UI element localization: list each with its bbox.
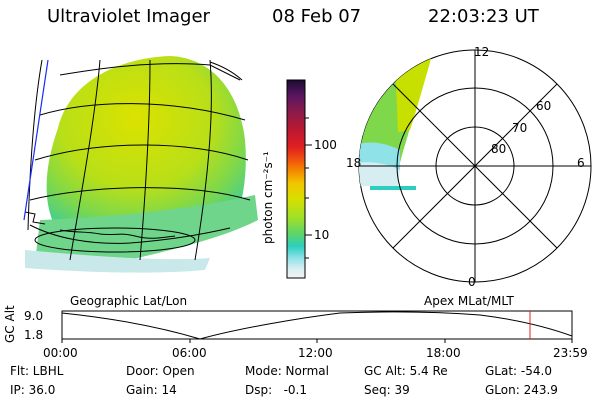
outer-arc	[209, 61, 243, 81]
mlat-label-80: 80	[491, 142, 507, 156]
status-glat: GLat: -54.0	[485, 364, 552, 378]
polar-panel-label: Apex MLat/MLT	[424, 294, 514, 308]
timeline-xtick-1800: 18:00	[426, 346, 461, 360]
timeline-ytick-9: 9.0	[24, 309, 44, 323]
date-label: 08 Feb 07	[272, 6, 362, 27]
timeline-ylabel: GC Alt	[3, 305, 17, 343]
status-gc-alt: GC Alt: 5.4 Re	[364, 364, 448, 378]
timeline-xtick-2359: 23:59	[553, 346, 588, 360]
coastline	[24, 211, 231, 244]
status-door: Door: Open	[126, 364, 195, 378]
limb-outline	[34, 227, 196, 253]
status-dsp: Dsp: -0.1	[245, 383, 308, 397]
mlt-label-18: 18	[346, 156, 362, 170]
time-label: 22:03:23 UT	[428, 6, 539, 27]
geo-grid-lines	[27, 59, 251, 261]
mlt-label-6: 6	[577, 156, 585, 170]
timeline-xtick-1200: 12:00	[298, 346, 333, 360]
geographic-image-panel	[23, 56, 258, 273]
colorbar-tick-100: 100	[314, 138, 337, 152]
limb-haze	[25, 250, 210, 273]
status-gain: Gain: 14	[126, 383, 177, 397]
status-mode: Mode: Normal	[245, 364, 329, 378]
polar-grid	[359, 50, 591, 282]
geo-panel-label: Geographic Lat/Lon	[70, 294, 188, 308]
timeline-ytick-1-8: 1.8	[24, 328, 44, 342]
polar-image-panel	[358, 49, 592, 283]
status-glon: GLon: 243.9	[485, 383, 558, 397]
mlt-label-12: 12	[474, 45, 490, 59]
mlt-label-0: 0	[468, 275, 476, 289]
timeline-xtick-0000: 00:00	[43, 346, 78, 360]
orbit-track-line	[23, 59, 49, 221]
instrument-title: Ultraviolet Imager	[47, 6, 210, 27]
altitude-timeline	[61, 310, 573, 343]
status-ip: IP: 36.0	[10, 383, 56, 397]
mlat-label-60: 60	[536, 99, 552, 113]
altitude-curve	[61, 311, 573, 340]
status-seq: Seq: 39	[364, 383, 410, 397]
mlat-label-70: 70	[512, 121, 528, 135]
colorbar-unit-label: photon cm⁻²s⁻¹	[261, 151, 275, 244]
colorbar-tick-10: 10	[314, 228, 330, 242]
polar-aurora	[359, 55, 432, 190]
colorbar	[286, 79, 312, 279]
status-flt: Flt: LBHL	[10, 364, 64, 378]
timeline-xtick-0600: 06:00	[172, 346, 207, 360]
